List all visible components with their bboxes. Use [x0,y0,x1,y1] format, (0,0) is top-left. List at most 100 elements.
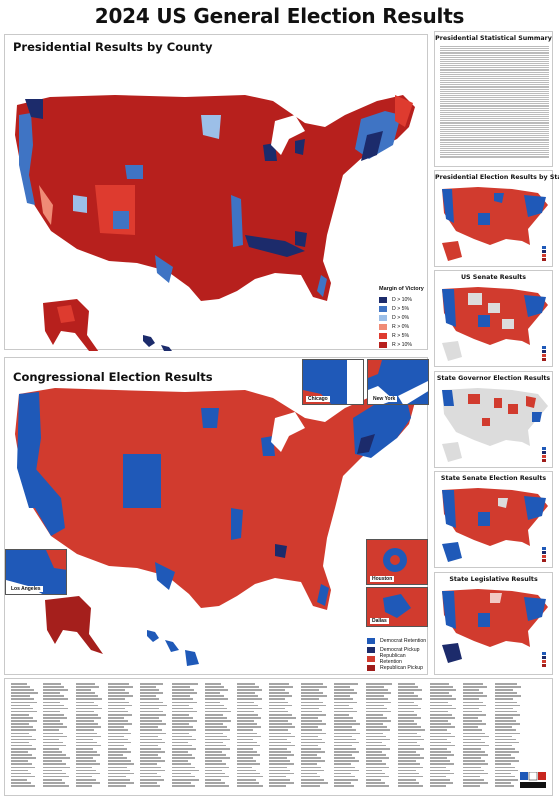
list-item [172,701,198,704]
list-item [140,760,165,762]
results-listing-column [269,683,297,793]
list-item [430,692,449,694]
list-item [107,689,126,691]
list-item [140,717,159,719]
list-item [11,683,27,685]
list-item [430,747,447,750]
list-item [301,754,318,756]
list-item [140,747,162,750]
list-item [75,683,95,685]
list-item [11,735,33,738]
list-item [75,760,97,762]
congress-legend: Democrat Retention Democrat Pickup Repub… [367,636,427,672]
list-item [333,707,353,710]
list-item [430,726,456,728]
list-item [333,735,353,738]
list-item [333,775,355,778]
results-listing-column [398,683,426,793]
list-item [301,720,323,722]
list-item [236,695,259,697]
list-item [494,775,515,778]
list-item [236,683,255,685]
list-item [494,760,519,762]
list-item [269,726,296,728]
list-item [236,735,261,738]
list-item [107,763,135,766]
list-item [494,683,518,685]
new-york-inset: New York [367,359,429,405]
list-item [75,701,95,704]
list-item [43,723,64,725]
list-item [236,738,254,741]
list-item [107,704,133,707]
table-row [440,123,549,125]
list-item [75,785,92,787]
list-item [430,729,448,731]
list-item [204,710,232,713]
list-item [43,744,67,747]
list-item [75,713,98,716]
list-item [462,744,489,747]
legend-label: Democrat Retention [380,637,427,644]
legend-swatch [542,353,546,357]
list-item [398,732,417,735]
list-item [236,689,263,691]
list-item [107,707,125,710]
list-item [75,744,101,747]
list-item [365,729,391,731]
list-item [236,782,260,784]
list-item [172,766,196,769]
list-item [365,686,385,688]
list-item [236,732,258,735]
new-mexico-districts [123,454,161,508]
list-item [301,747,322,750]
minnesota-blue [201,115,221,139]
list-item [430,723,452,725]
list-item [365,695,384,697]
list-item [11,763,32,766]
list-item [107,766,127,769]
list-item [11,686,31,688]
county-legend-title: Margin of Victory [379,286,424,292]
legend-swatch [542,446,546,450]
table-row [440,75,549,78]
list-item [75,707,102,710]
list-item [430,698,456,701]
list-item [430,760,451,762]
list-item [172,772,192,775]
governor-panel-title: State Governor Election Results [436,375,551,382]
list-item [204,785,229,787]
list-item [462,747,482,750]
list-item [462,723,486,725]
list-item [462,695,487,697]
list-item [301,729,322,731]
list-item [204,726,227,728]
list-item [204,782,226,784]
list-item [269,735,295,738]
list-item [365,723,383,725]
list-item [107,738,128,741]
list-item [462,710,483,713]
list-item [333,763,352,766]
list-item [333,747,356,750]
list-item [462,754,489,756]
brand-logo [520,772,546,788]
list-item [107,785,127,787]
list-item [301,704,327,707]
list-item [107,723,132,725]
list-item [172,782,191,784]
list-item [11,785,35,787]
list-item [11,738,37,741]
table-row [440,51,549,53]
list-item [301,741,326,744]
list-item [430,751,451,753]
list-item [140,769,165,772]
list-item [462,769,485,772]
list-item [236,713,258,716]
list-item [140,704,167,707]
list-item [140,710,163,713]
list-item [43,707,68,710]
list-item [140,778,165,781]
results-listing-column [365,683,394,793]
list-item [140,701,163,704]
